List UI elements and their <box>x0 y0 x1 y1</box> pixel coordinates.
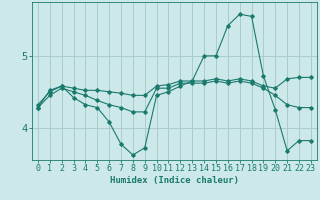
X-axis label: Humidex (Indice chaleur): Humidex (Indice chaleur) <box>110 176 239 185</box>
